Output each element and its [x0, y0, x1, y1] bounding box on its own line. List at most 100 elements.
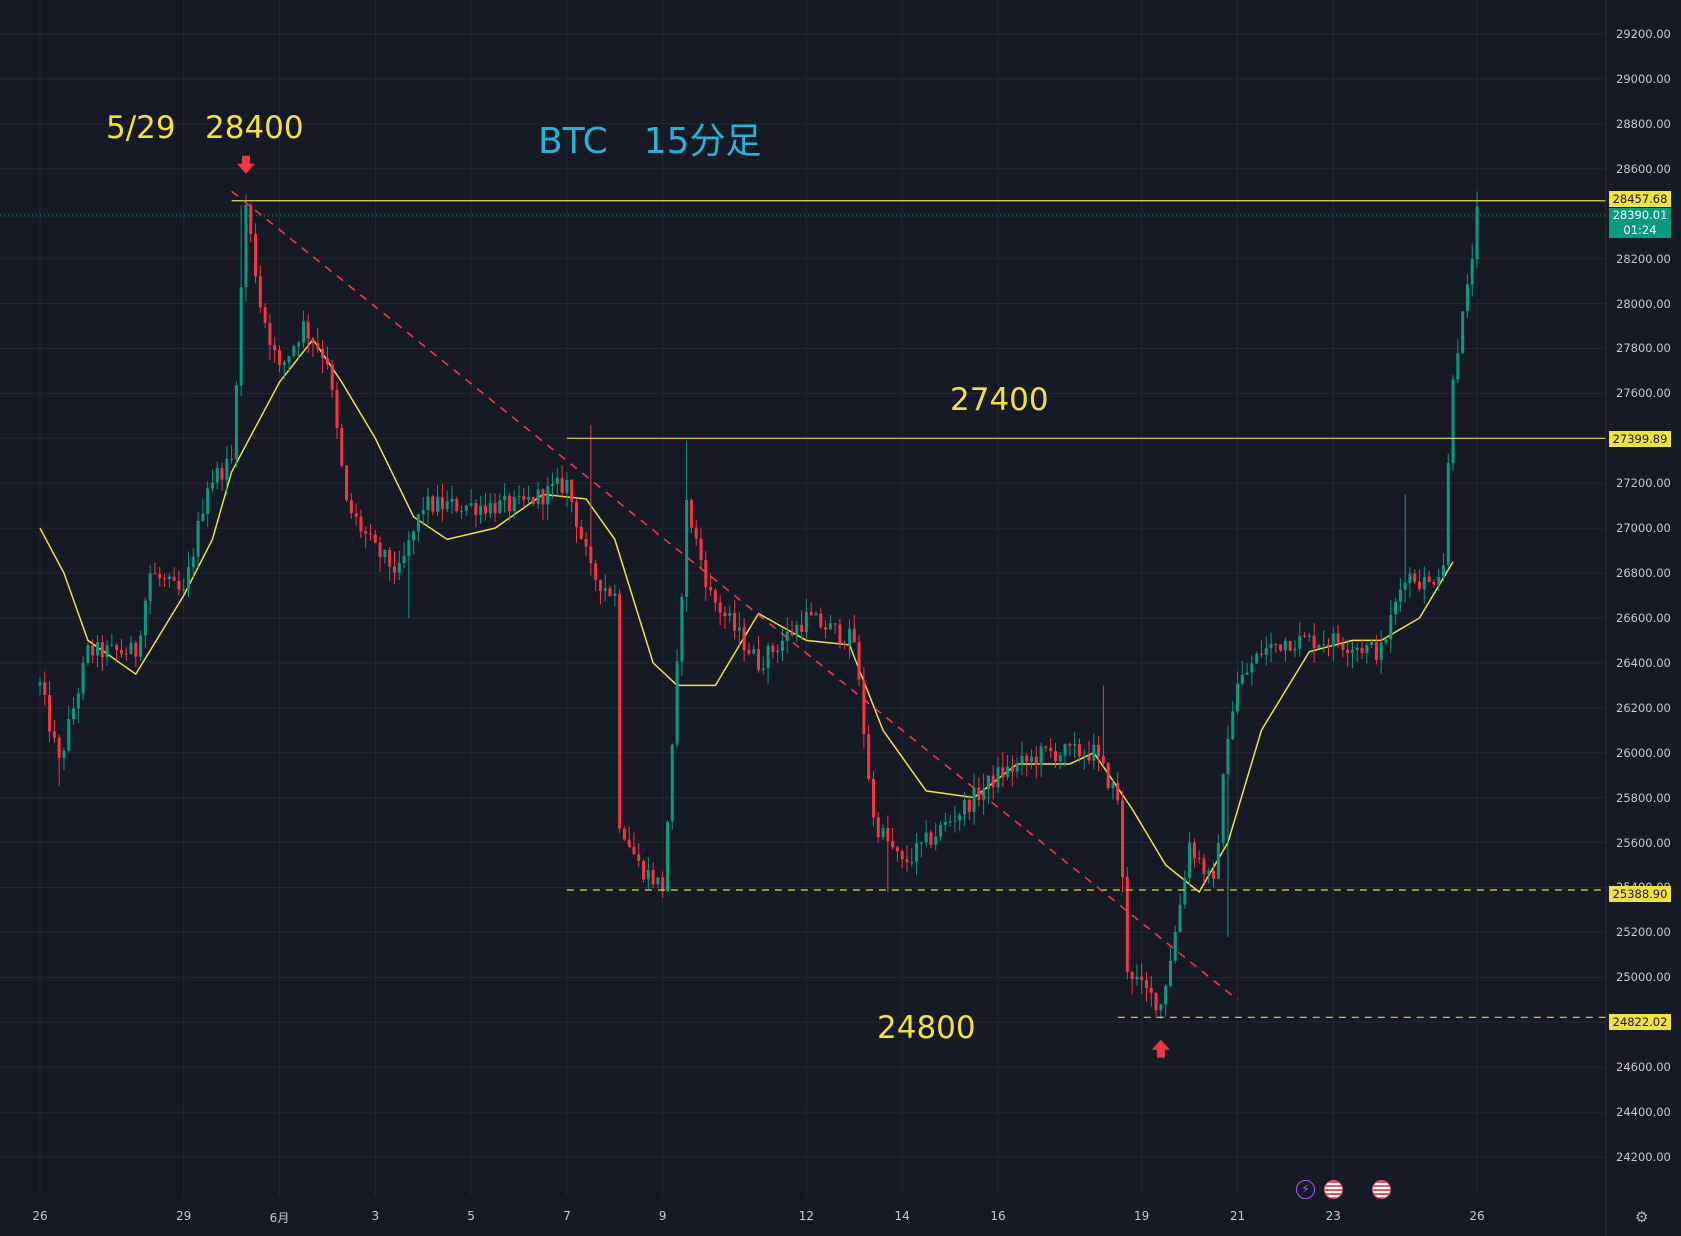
candle-body: [747, 650, 751, 654]
candle-body: [234, 385, 238, 459]
arrow-markers-layer: [236, 155, 1170, 1058]
candle-body: [72, 708, 76, 720]
candle-body: [201, 514, 205, 521]
candle-body: [642, 860, 646, 880]
horizontal-levels-layer: [0, 200, 1606, 1018]
candle-body: [1259, 653, 1263, 655]
candle-body: [167, 576, 171, 580]
trendline-layer: [231, 190, 1239, 1001]
flash-icon[interactable]: ⚡: [1296, 1180, 1315, 1199]
candle-body: [86, 645, 90, 663]
candle-body: [1427, 576, 1431, 582]
candle-body: [565, 479, 569, 493]
time-tick-label: 19: [1134, 1209, 1150, 1223]
candle-body: [555, 477, 559, 485]
candle-body: [43, 682, 47, 695]
candle-body: [958, 814, 962, 821]
candle-body: [38, 682, 42, 686]
candle-body: [282, 362, 286, 365]
annotation-resistance-price: 27400: [950, 382, 1049, 418]
price-tag-25388: 25388.90: [1609, 886, 1671, 902]
candle-body: [852, 628, 856, 643]
candle-body: [498, 500, 502, 514]
price-tick-label: 26600.00: [1616, 610, 1671, 625]
price-tick-label: 29200.00: [1616, 27, 1671, 41]
candle-body: [67, 719, 71, 751]
candle-body: [709, 586, 713, 591]
candle-body: [373, 534, 377, 543]
us-flag-icon[interactable]: [1324, 1180, 1343, 1199]
candle-body: [100, 642, 104, 658]
time-tick-label: 6月: [269, 1211, 290, 1225]
candle-body: [416, 514, 420, 532]
candle-body: [814, 613, 818, 616]
candle-body: [986, 775, 990, 790]
candle-body: [800, 624, 804, 632]
candle-body: [622, 828, 626, 840]
candlestick-layer: [38, 191, 1479, 1019]
candle-body: [507, 495, 511, 512]
candle-body: [517, 496, 521, 498]
candle-body: [196, 520, 200, 557]
candle-body: [828, 623, 832, 630]
candle-body: [503, 495, 507, 501]
price-tick-label: 26800.00: [1616, 566, 1671, 581]
candle-body: [392, 566, 396, 573]
candle-body: [742, 627, 746, 651]
candle-body: [895, 847, 899, 852]
candle-body: [1283, 640, 1287, 651]
candle-body: [182, 589, 186, 591]
candle-body: [421, 509, 425, 515]
candle-body: [464, 505, 468, 511]
candle-body: [412, 531, 416, 541]
candle-body: [479, 505, 483, 515]
candle-body: [1269, 644, 1273, 649]
candle-body: [1250, 663, 1254, 673]
candle-body: [345, 465, 349, 501]
time-tick-label: 9: [658, 1209, 667, 1223]
candle-body: [843, 643, 847, 645]
candle-body: [785, 631, 789, 641]
candle-body: [838, 624, 842, 644]
candle-body: [488, 502, 492, 514]
candle-body: [158, 573, 162, 579]
candle-body: [1039, 746, 1043, 765]
candle-body: [1087, 755, 1091, 761]
candle-body: [996, 767, 1000, 788]
annotation-high-price: 28400: [205, 110, 304, 146]
candle-body: [268, 322, 272, 345]
candle-body: [1216, 843, 1220, 879]
candle-body: [531, 497, 535, 504]
candle-body: [939, 824, 943, 837]
candle-body: [311, 338, 315, 344]
candle-body: [148, 573, 152, 601]
candle-body: [1197, 858, 1201, 860]
candle-body: [186, 567, 190, 590]
us-flag-icon[interactable]: [1372, 1180, 1391, 1199]
candle-body: [665, 821, 669, 892]
candle-body: [915, 843, 919, 862]
candle-body: [584, 539, 588, 547]
candle-body: [967, 799, 971, 813]
candle-body: [1403, 582, 1407, 590]
price-tick-label: 25000.00: [1616, 970, 1671, 985]
candle-body: [1451, 379, 1455, 464]
candle-body: [780, 640, 784, 651]
candle-body: [1183, 878, 1187, 905]
candle-body: [685, 499, 689, 597]
price-tick-label: 26200.00: [1616, 700, 1671, 715]
candle-body: [321, 349, 325, 358]
candle-body: [177, 580, 181, 590]
candle-body: [819, 613, 823, 628]
candle-body: [76, 693, 80, 709]
candle-body: [618, 593, 622, 829]
time-tick-label: 29: [176, 1209, 192, 1223]
candle-body: [129, 642, 133, 655]
price-tag-24822: 24822.02: [1609, 1014, 1671, 1030]
candle-body: [450, 498, 454, 502]
candle-body: [306, 321, 310, 339]
settings-gear-icon[interactable]: ⚙: [1635, 1208, 1649, 1226]
candle-body: [1470, 259, 1474, 285]
candle-body: [560, 477, 564, 493]
